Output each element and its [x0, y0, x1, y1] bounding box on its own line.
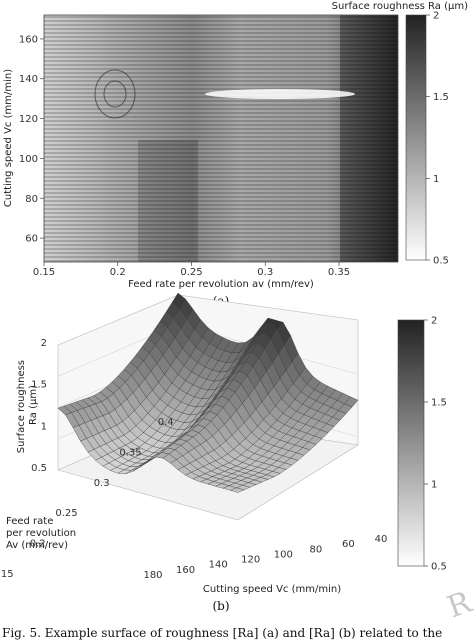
surface-y-tick-label: 0.2: [30, 539, 46, 550]
surface-z-tick-label: 0.5: [31, 463, 47, 474]
heatmap-y-tick-label: 60: [25, 234, 38, 245]
surface-z-tick-label: 1: [41, 421, 47, 432]
roughness-surface-mesh: [57, 292, 359, 493]
heatmap-plot-frame: [43, 14, 399, 263]
heatmap-x-ticks: 0.15 0.2 0.25 0.3 0.35: [33, 262, 350, 278]
heatmap-y-tick-label: 140: [19, 74, 38, 85]
surface-y-tick-label: 0.35: [119, 447, 141, 458]
surface-x-ticks: 180 160 140 120 100 80 60 40: [143, 534, 387, 581]
heatmap-colorbar-tick-label: 0.5: [433, 256, 449, 267]
surface-colorbar-tick-label: 2: [431, 316, 437, 327]
heatmap-y-tick-label: 100: [19, 154, 38, 165]
surface-colorbar-tick-label: 1: [431, 480, 437, 491]
heatmap-x-tick-label: 0.3: [257, 267, 273, 278]
heatmap-x-tick-label: 0.15: [33, 267, 55, 278]
heatmap-x-tick-label: 0.2: [110, 267, 126, 278]
heatmap-x-tick-label: 0.25: [180, 267, 202, 278]
surface-y-axis-label: Feed rate per revolution Av (mm/rev): [6, 516, 79, 551]
surface-x-tick-label: 80: [309, 544, 322, 555]
heatmap-contour-stripes: [44, 15, 398, 262]
surface-y-tick-label: 0.4: [158, 417, 174, 428]
surface-y-tick-label: 0.3: [94, 478, 110, 489]
heatmap-colorbar-ticks: 2 1.5 1 0.5: [426, 11, 449, 267]
heatmap-dark-band: [138, 140, 198, 262]
watermark-letter: R: [443, 584, 474, 625]
heatmap-swirl: [94, 69, 136, 119]
heatmap-y-axis-label: Cutting speed Vc (mm/min): [3, 69, 14, 207]
heatmap-x-tick-label: 0.35: [328, 267, 350, 278]
surface-cell: [229, 487, 245, 493]
surface-colorbar-ticks: 2 1.5 1 0.5: [424, 316, 447, 573]
heatmap-swirl-inner: [103, 80, 127, 108]
heatmap-y-tick-label: 80: [25, 194, 38, 205]
heatmap-y-tick-label: 120: [19, 114, 38, 125]
surface-z-ticks: 2 1.5 1 0.5: [31, 338, 47, 474]
heatmap-y-tick-label: 160: [19, 34, 38, 45]
surface-x-tick-label: 140: [209, 560, 228, 571]
heatmap-colorbar-tick-label: 1.5: [433, 92, 449, 103]
surface-colorbar-tick-label: 1.5: [431, 398, 447, 409]
surface-y-ticks: 0.4 0.35 0.3 0.25 0.2 0.15: [0, 417, 174, 580]
heatmap-x-axis-label: Feed rate per revolution av (mm/rev): [128, 279, 314, 290]
heatmap-colorbar: [405, 14, 427, 261]
heatmap-colorbar-tick-label: 2: [433, 11, 439, 22]
heatmap-colorbar-label: Surface roughness Ra (μm): [332, 1, 468, 12]
surface-y-tick-label: 0.15: [0, 569, 14, 580]
surface-x-axis-label: Cutting speed Vc (mm/min): [203, 584, 341, 595]
surface-z-tick-label: 2: [41, 338, 47, 349]
surface-colorbar: [397, 319, 425, 567]
surface-colorbar-tick-label: 0.5: [431, 562, 447, 573]
heatmap-colorbar-tick-label: 1: [433, 174, 439, 185]
surface-y-tick-label: 0.25: [55, 508, 77, 519]
roughness-surface-3d: 21.510.5 0.40.350.30.250.20.15 180160140…: [0, 292, 447, 595]
caption-b: (b): [212, 599, 229, 613]
surface-x-tick-label: 120: [241, 555, 260, 566]
surface-z-tick-label: 1.5: [31, 380, 47, 391]
surface-x-tick-label: 40: [375, 534, 388, 545]
surface-x-tick-label: 160: [176, 565, 195, 576]
figure-bottom-text: Fig. 5. Example surface of roughness [Ra…: [2, 626, 442, 640]
surface-x-tick-label: 180: [143, 570, 162, 581]
surface-z-axis-label: Surface roughness Ra (μm): [16, 357, 39, 453]
surface-x-tick-label: 100: [274, 549, 293, 560]
heatmap-bright-band: [205, 89, 355, 99]
roughness-heatmap: 0.15 0.2 0.25 0.3 0.35 60 80 100 120 140 160 Feed…: [3, 1, 468, 290]
heatmap-edge-region: [340, 15, 398, 262]
heatmap-y-ticks: 60 80 100 120 140 160: [19, 34, 44, 245]
surface-x-tick-label: 60: [342, 539, 355, 550]
